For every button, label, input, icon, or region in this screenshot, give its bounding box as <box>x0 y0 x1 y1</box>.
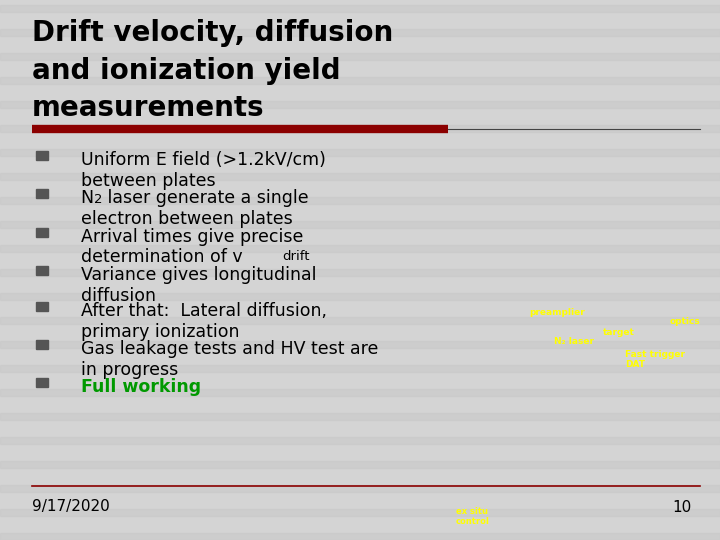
Bar <box>0 269 720 276</box>
Text: diffusion: diffusion <box>81 287 156 305</box>
Bar <box>0 341 720 348</box>
Text: electron between plates: electron between plates <box>81 210 292 227</box>
Text: N₂ laser: N₂ laser <box>554 338 595 347</box>
Bar <box>0 318 720 324</box>
Bar <box>0 102 720 108</box>
Bar <box>0 485 720 492</box>
Text: drift: drift <box>282 250 310 263</box>
Text: preamplier: preamplier <box>529 308 585 317</box>
Text: target: target <box>603 328 635 337</box>
Bar <box>0 437 720 444</box>
Text: Variance gives longitudinal: Variance gives longitudinal <box>81 266 316 284</box>
Text: 2: 2 <box>94 193 103 206</box>
Bar <box>0 198 720 204</box>
Bar <box>0 534 720 540</box>
Text: optics: optics <box>670 317 701 326</box>
Text: in progress: in progress <box>81 361 178 379</box>
Bar <box>36 302 48 311</box>
Text: and ionization yield: and ionization yield <box>32 57 341 85</box>
Bar <box>0 29 720 36</box>
Text: Fast trigger
DAT: Fast trigger DAT <box>625 350 685 369</box>
Text: between plates: between plates <box>81 172 215 190</box>
Text: determination of v: determination of v <box>81 248 242 266</box>
Text: Arrival times give precise: Arrival times give precise <box>81 228 303 246</box>
Bar <box>36 340 48 349</box>
Bar <box>0 221 720 228</box>
Bar <box>36 266 48 275</box>
Text: Uniform E field (>1.2kV/cm): Uniform E field (>1.2kV/cm) <box>81 151 325 169</box>
Bar <box>0 509 720 516</box>
Bar <box>0 173 720 180</box>
Bar <box>36 151 48 160</box>
Text: Drift velocity, diffusion: Drift velocity, diffusion <box>32 19 393 47</box>
Bar <box>0 461 720 468</box>
Bar <box>0 77 720 84</box>
Bar <box>0 389 720 396</box>
Bar <box>36 378 48 387</box>
Bar <box>0 5 720 12</box>
Text: Gas leakage tests and HV test are: Gas leakage tests and HV test are <box>81 340 378 358</box>
Bar <box>0 414 720 420</box>
Bar <box>0 293 720 300</box>
Bar <box>36 228 48 237</box>
Text: Full working: Full working <box>81 378 201 396</box>
Text: primary ionization: primary ionization <box>81 323 239 341</box>
Bar <box>0 150 720 156</box>
Text: After that:  Lateral diffusion,: After that: Lateral diffusion, <box>81 302 327 320</box>
Text: ex situ
control: ex situ control <box>456 507 490 526</box>
Text: measurements: measurements <box>32 94 264 123</box>
Bar <box>0 366 720 372</box>
Text: 10: 10 <box>672 500 691 515</box>
Text: N: N <box>81 189 94 207</box>
Text: 9/17/2020: 9/17/2020 <box>32 500 109 515</box>
Bar <box>0 245 720 252</box>
Bar <box>0 125 720 132</box>
Text: laser generate a single: laser generate a single <box>102 189 309 207</box>
Bar <box>36 189 48 198</box>
Bar <box>0 53 720 60</box>
